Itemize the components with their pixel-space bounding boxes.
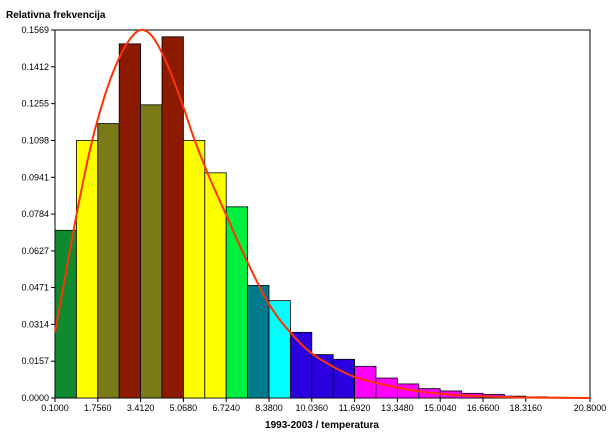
- y-tick-label: 0.1255: [21, 99, 49, 109]
- y-tick-label: 0.1098: [21, 135, 49, 145]
- fit-curve: [54, 28, 591, 399]
- x-tick-label: 0.1000: [41, 403, 69, 413]
- x-tick-label: 6.7240: [212, 403, 240, 413]
- x-tick-label: 15.0040: [424, 403, 457, 413]
- x-tick-label: 16.6600: [467, 403, 500, 413]
- histogram-bar: [247, 285, 270, 399]
- y-tick-label: 0.0471: [21, 283, 49, 293]
- x-tick-label: 11.6920: [339, 403, 371, 413]
- histogram-bar: [76, 140, 99, 399]
- y-tick-label: 0.0314: [21, 319, 49, 329]
- histogram-bar: [289, 331, 313, 399]
- histogram-bar: [140, 104, 163, 399]
- y-axis-title: Relativna frekvencija: [6, 10, 106, 21]
- x-tick-label: 10.0360: [296, 403, 329, 413]
- histogram-bar: [332, 358, 356, 399]
- x-tick-label: 1.7560: [84, 403, 112, 413]
- histogram-bar: [118, 43, 141, 399]
- x-tick-label: 20.8000: [574, 403, 607, 413]
- y-tick-label: 0.1412: [21, 62, 49, 72]
- bar-series: [54, 36, 591, 399]
- x-tick-label: 3.4120: [127, 403, 155, 413]
- y-tick-label: 0.0627: [21, 246, 49, 256]
- x-axis: 0.1000 1.7560 3.4120 5.0680 6.7240 8.3800 10.0…: [41, 398, 606, 413]
- y-tick-label: 0.0784: [21, 209, 49, 219]
- histogram-bar: [225, 206, 248, 399]
- histogram-bar: [182, 140, 206, 399]
- histogram-bar: [268, 300, 291, 399]
- x-axis-title: 1993-2003 / temperatura: [265, 420, 379, 431]
- y-tick-label: 0.0941: [21, 172, 49, 182]
- histogram-bar: [375, 377, 398, 399]
- x-tick-label: 18.3160: [510, 403, 543, 413]
- histogram-bar: [161, 36, 184, 399]
- x-tick-label: 8.3800: [255, 403, 283, 413]
- y-axis: 0.0000 0.0157 0.0314 0.0471 0.0627 0.0784 0.09…: [21, 25, 55, 403]
- y-tick-label: 0.0000: [21, 393, 49, 403]
- x-tick-label: 13.3480: [381, 403, 414, 413]
- x-tick-label: 5.0680: [170, 403, 198, 413]
- histogram-bar: [97, 123, 120, 399]
- y-tick-label: 0.1569: [21, 25, 49, 35]
- y-tick-label: 0.0157: [21, 356, 49, 366]
